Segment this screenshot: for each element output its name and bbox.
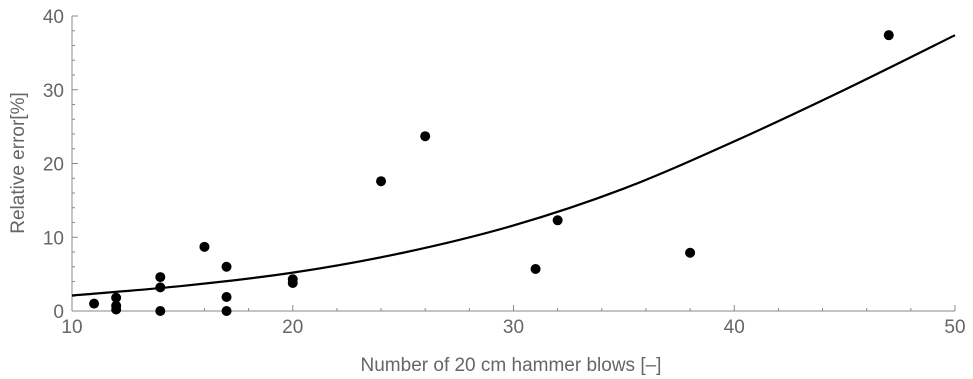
data-point (155, 282, 166, 293)
data-point (199, 241, 210, 252)
data-point (221, 291, 232, 302)
x-tick-label: 10 (61, 317, 82, 338)
x-tick-label: 40 (724, 317, 745, 338)
x-tick-label: 30 (503, 317, 524, 338)
data-point (155, 306, 166, 316)
data-point (685, 247, 696, 258)
fit-curve-layer (71, 34, 956, 297)
x-tick-label: 50 (944, 317, 965, 338)
y-axis-label: Relative error[%] (8, 92, 29, 234)
fit-curve (71, 34, 956, 297)
data-point (530, 263, 541, 274)
y-tick-label: 0 (53, 302, 64, 323)
data-point (155, 272, 166, 283)
data-point (221, 306, 232, 316)
data-point (89, 298, 100, 309)
data-point (883, 30, 894, 41)
data-point (420, 131, 431, 142)
data-point (221, 261, 232, 272)
data-point (111, 292, 122, 303)
axes (71, 16, 955, 312)
data-point (287, 277, 298, 288)
x-tick-label: 20 (282, 317, 303, 338)
data-point (376, 176, 387, 187)
x-axis-label: Number of 20 cm hammer blows [–] (361, 355, 662, 376)
y-tick-label: 10 (43, 228, 64, 249)
data-point (111, 304, 122, 315)
y-tick-label: 30 (43, 81, 64, 102)
y-tick-label: 40 (43, 7, 64, 28)
data-point (552, 215, 563, 226)
data-points (89, 30, 894, 316)
y-tick-label: 20 (43, 155, 64, 176)
